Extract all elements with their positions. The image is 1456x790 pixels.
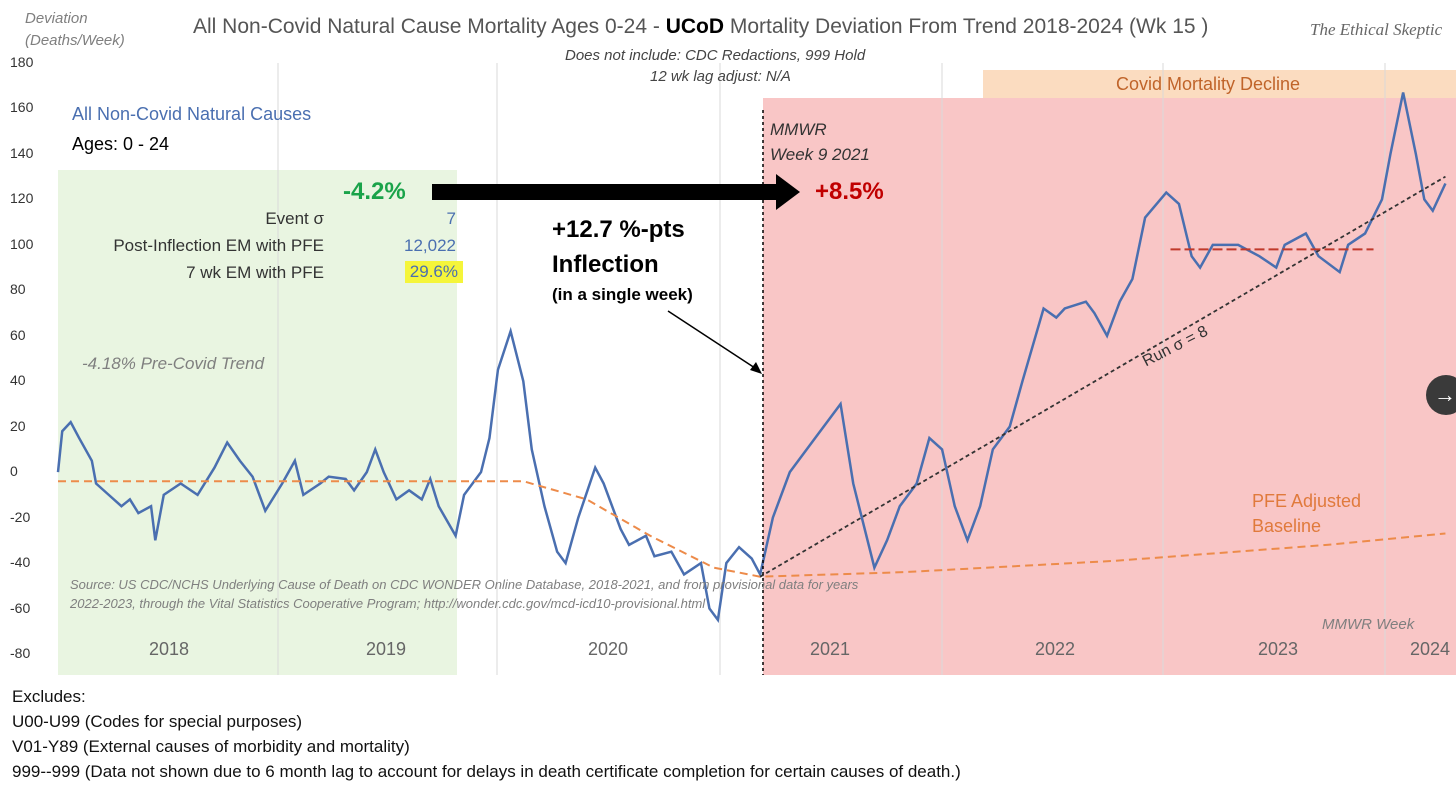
covid-decline-label: Covid Mortality Decline [1116,74,1301,94]
post-pct: +8.5% [815,178,884,205]
x-year-label: 2022 [1035,639,1076,659]
y-tick-label: 80 [10,281,26,298]
y-tick-label: -80 [10,644,31,661]
excludes-notes: Excludes: U00-U99 (Codes for special pur… [12,684,961,784]
pfe-label-1: PFE Adjusted [1252,491,1362,511]
y-axis-label-1: Deviation [25,10,88,27]
stat-label-post-em: Post-Inflection EM with PFE [113,236,324,255]
x-axis-label: MMWR Week [1322,616,1415,633]
x-year-label: 2018 [149,639,190,659]
chart-title: All Non-Covid Natural Cause Mortality Ag… [193,15,1209,38]
pre-pct: -4.2% [343,178,406,205]
series-line-2 [759,175,1446,578]
chart-canvas [56,63,1456,675]
y-tick-label: -20 [10,508,31,525]
next-arrow-button[interactable]: → [1426,375,1456,415]
y-tick-label: 0 [10,463,18,480]
ages-label: Ages: 0 - 24 [72,134,170,154]
x-year-label: 2019 [366,639,407,659]
x-year-label: 2024 [1410,639,1451,659]
stat-value-7wk-em: 29.6% [404,261,463,283]
stat-label-event-sigma: Event σ [265,209,324,228]
pointer-line [667,310,759,371]
inflection-label-3: (in a single week) [552,285,693,304]
pre-covid-region [58,170,457,675]
arrow-head [776,174,800,210]
y-tick-label: 160 [10,99,34,116]
pointer-head [750,362,762,374]
stat-value-event-sigma: 7 [446,209,456,228]
x-year-label: 2021 [810,639,851,659]
subtitle-2: 12 wk lag adjust: N/A [650,68,791,85]
y-tick-label: 100 [10,235,34,252]
source-line-2: 2022-2023, through the Vital Statistics … [70,596,706,611]
y-tick-label: -60 [10,599,31,616]
excludes-item: 999--999 (Data not shown due to 6 month … [12,762,961,781]
stat-label-7wk-em: 7 wk EM with PFE [186,263,324,282]
y-tick-label: 180 [10,54,34,70]
y-axis-label-2: (Deaths/Week) [25,32,125,49]
covid-decline-band [983,70,1456,98]
pre-trend-label: -4.18% Pre-Covid Trend [82,354,265,373]
excludes-item: V01-Y89 (External causes of morbidity an… [12,737,410,756]
arrow-right-icon: → [1434,382,1456,407]
y-tick-label: 60 [10,326,26,343]
y-tick-label: 120 [10,190,34,207]
mmwr-label-2: Week 9 2021 [770,145,870,164]
subtitle-1: Does not include: CDC Redactions, 999 Ho… [565,47,866,64]
series-line-1 [58,480,1446,578]
y-tick-label: 40 [10,372,26,389]
series-line-0 [56,92,1447,624]
excludes-item: U00-U99 (Codes for special purposes) [12,712,303,731]
post-inflection-region [763,98,1456,675]
x-year-label: 2020 [588,639,629,659]
inflection-label-1: +12.7 %-pts [552,216,685,243]
x-year-label: 2023 [1258,639,1299,659]
pfe-label-2: Baseline [1252,516,1322,536]
y-tick-label: 20 [10,417,26,434]
y-tick-label: -40 [10,554,31,571]
inflection-label-2: Inflection [552,251,659,278]
source-line-1: Source: US CDC/NCHS Underlying Cause of … [70,577,859,592]
series-label: All Non-Covid Natural Causes [72,104,312,124]
mmwr-label-1: MMWR [770,120,827,139]
brand-logo: The Ethical Skeptic [1310,20,1443,39]
y-tick-label: 140 [10,144,34,161]
excludes-heading: Excludes: [12,687,86,706]
stat-value-post-em: 12,022 [404,236,456,255]
